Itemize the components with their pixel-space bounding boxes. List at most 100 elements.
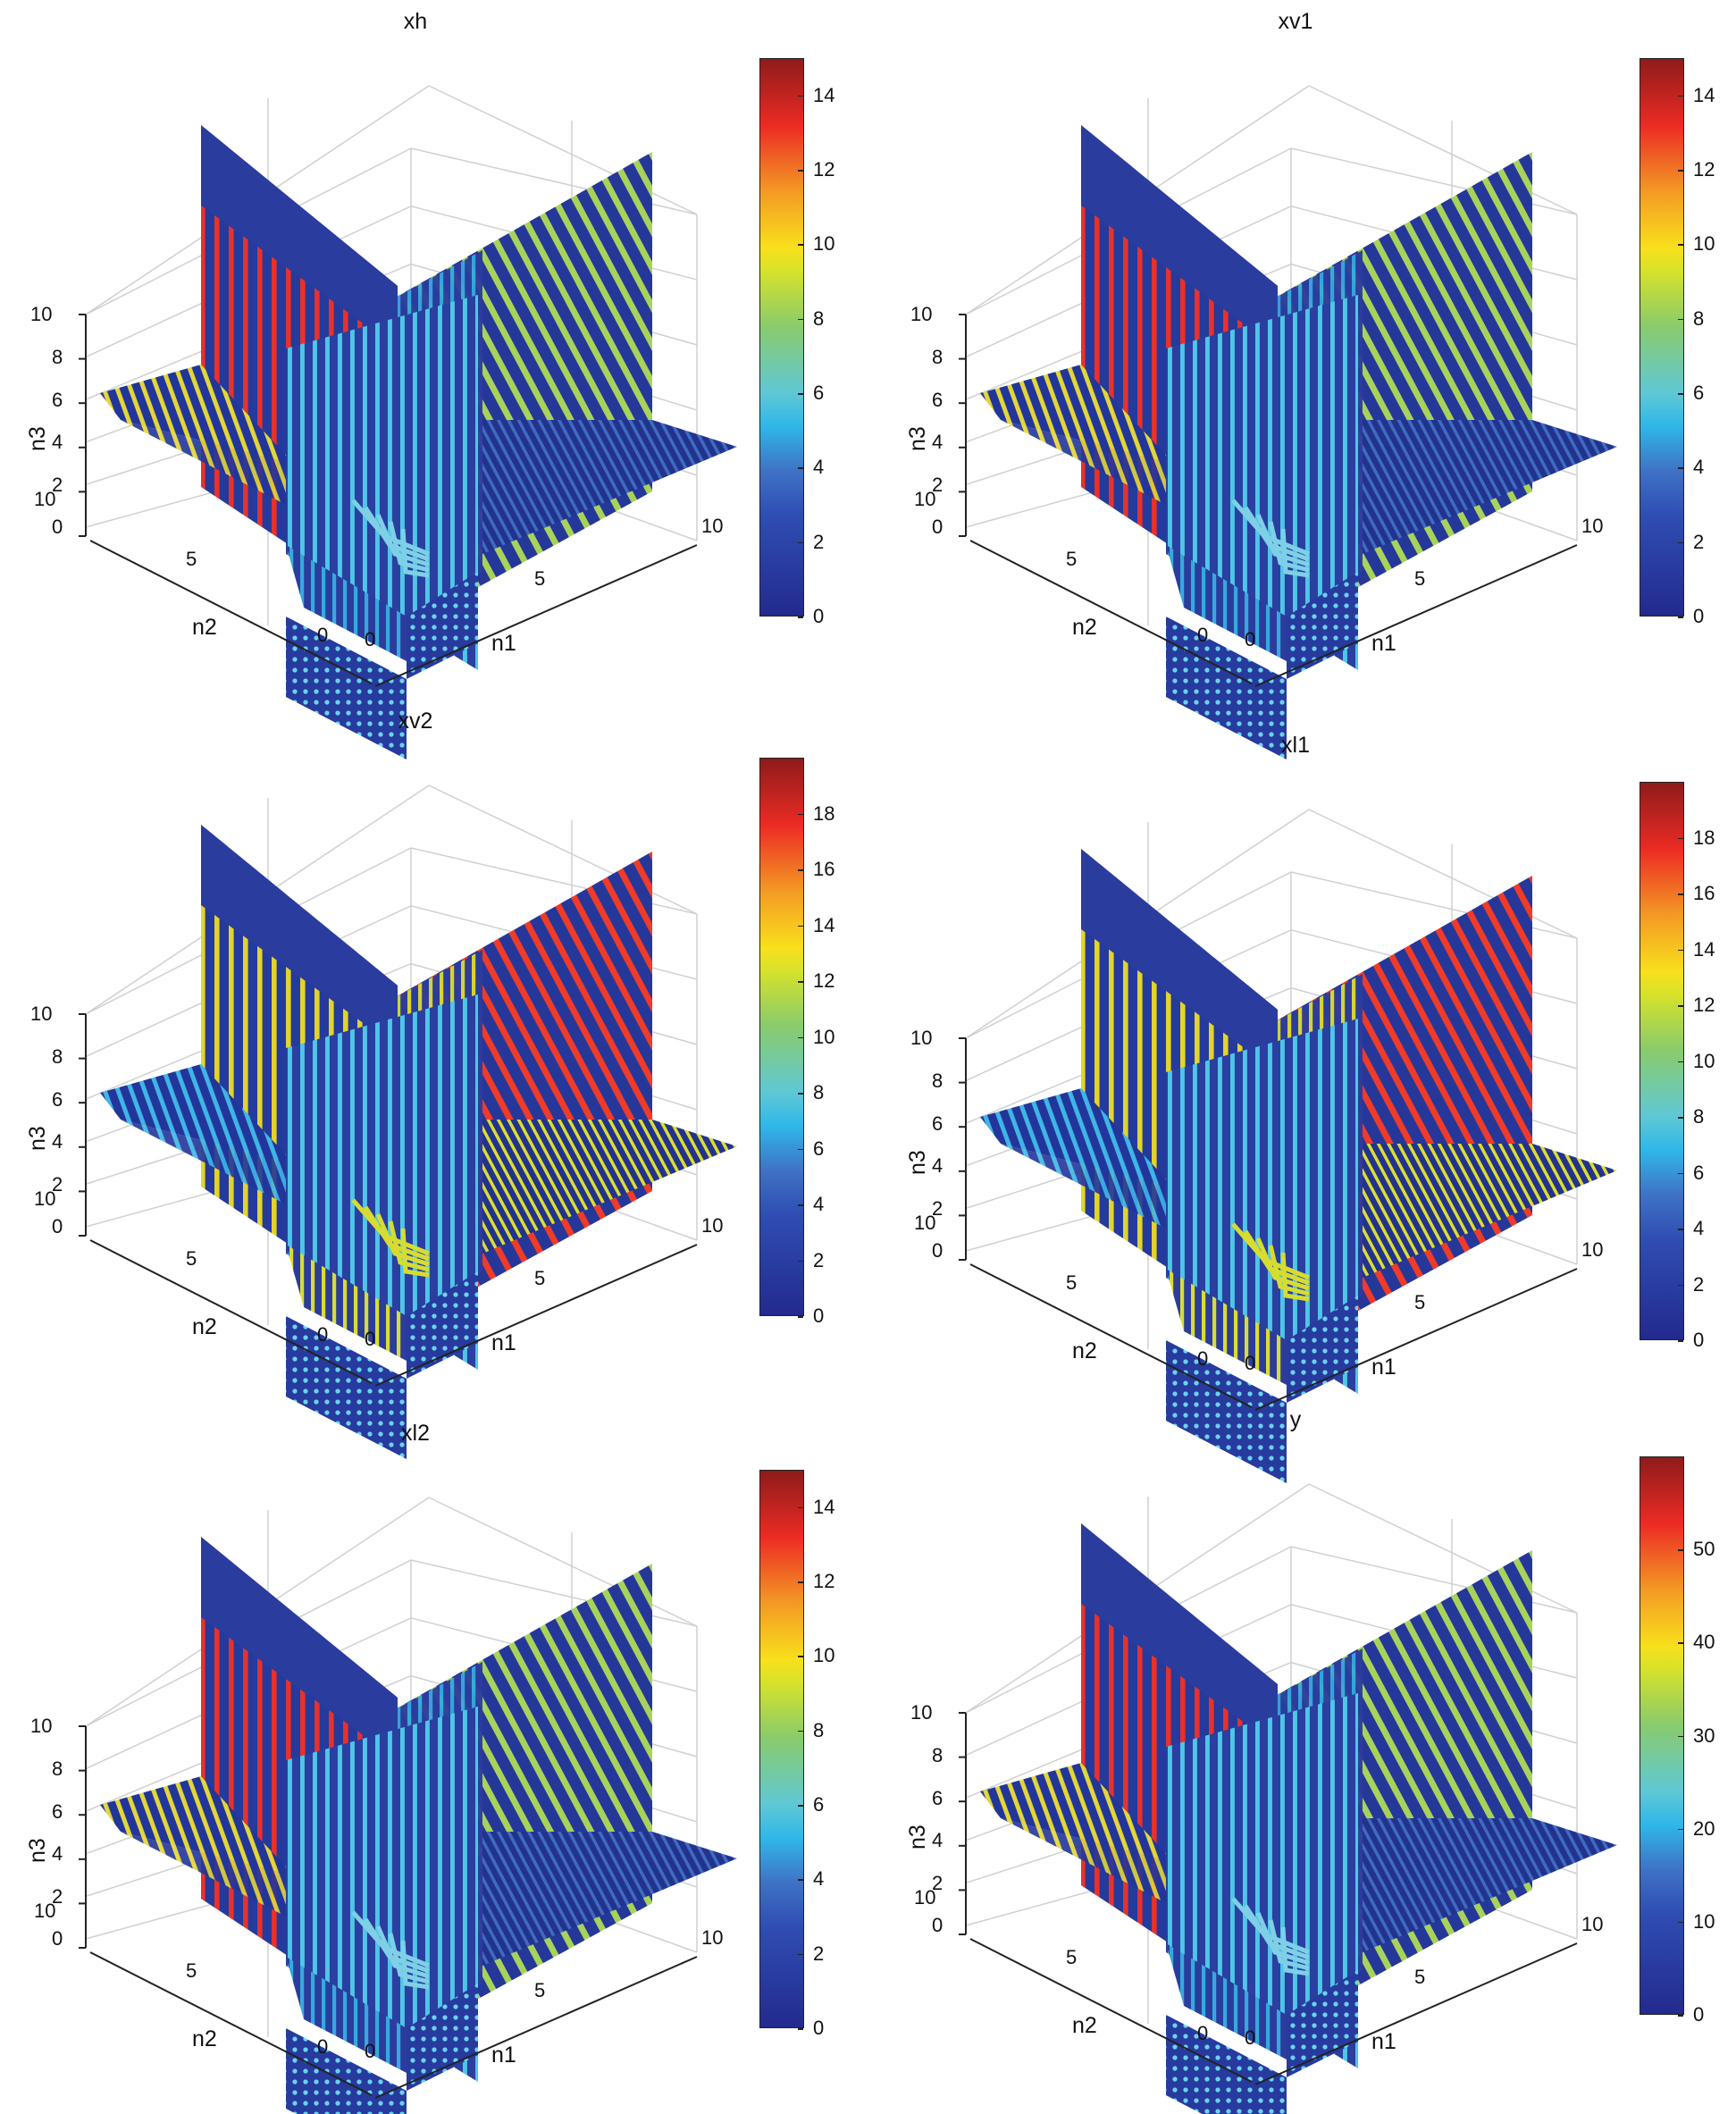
colorbar-tick-mark: [798, 244, 803, 246]
n3-tick-label: 4: [52, 1130, 63, 1153]
colorbar-tick-label: 20: [1693, 1816, 1715, 1840]
colorbar-tick-mark: [798, 393, 803, 395]
slice-n3: [100, 365, 295, 465]
n3-tick-label: 2: [52, 1885, 63, 1908]
n3-tick-label: 0: [52, 516, 63, 538]
colorbar-tick-label: 30: [1693, 1724, 1715, 1747]
colorbar-tick-mark: [798, 1148, 803, 1150]
panel-title: y: [1289, 1407, 1302, 1432]
n3-tick-label: 10: [910, 303, 933, 325]
panel-xl2: xl2 0 2 4 6 8 10 n3 0 5 10 n2 0 5 10 n1 0 2 4 6 8 10 12 14: [0, 1412, 868, 2114]
colorbar-tick-mark: [798, 981, 803, 983]
n3-tick-label: 4: [52, 1842, 63, 1865]
colorbar-tick-label: 6: [1693, 382, 1705, 404]
colorbar-tick-mark: [798, 1316, 803, 1318]
colorbar-tick-mark: [1678, 95, 1683, 97]
axes-lines: [959, 1037, 1578, 1411]
n1-axis-label: n1: [1371, 631, 1396, 656]
colorbar-tick-label: 4: [813, 456, 825, 479]
n3-axis-label: n3: [905, 1150, 930, 1175]
colorbar-tick-mark: [798, 1204, 803, 1206]
n3-axis-label: n3: [905, 426, 930, 451]
plot-area-y: [959, 1483, 1617, 2114]
colorbar-tick-mark: [1678, 1229, 1683, 1230]
n1-tick-label: 0: [365, 1328, 376, 1350]
panel-y: y 0 2 4 6 8 10 n3 0 5 10 n2 0 5 10 n1 0 10 20 30 40 50: [880, 1398, 1736, 2114]
n3-tick-label: 8: [52, 346, 63, 368]
colorbar-tick-label: 40: [1693, 1631, 1715, 1654]
colorbar-tick-label: 14: [813, 1495, 835, 1518]
n2-tick-label: 5: [1066, 1946, 1078, 1968]
colorbar-tick-label: 2: [1693, 530, 1705, 553]
n1-tick-label: 0: [1245, 628, 1256, 650]
colorbar-tick-label: 8: [1693, 306, 1705, 330]
panel-xv1: xv1 0 2 4 6 8 10 n3 0 5 10 n2 0 5 10 n1 0 2 4 6 8 10 12 14: [880, 0, 1736, 759]
colorbar-tick-mark: [798, 1656, 803, 1657]
n3-tick-label: 8: [932, 1744, 943, 1766]
n1-tick-label: 5: [534, 1267, 546, 1289]
colorbar-tick-label: 2: [813, 530, 825, 553]
colorbar-tick-label: 12: [813, 969, 835, 992]
colorbar-tick-label: 12: [813, 158, 835, 180]
colorbar-tick-label: 8: [813, 306, 825, 330]
colorbar-tick-mark: [1678, 1061, 1683, 1062]
colorbar-tick-mark: [798, 1036, 803, 1038]
n1-tick-label: 0: [1245, 2026, 1256, 2049]
n3-tick-label: 0: [932, 1914, 943, 1936]
n3-tick-label: 10: [910, 1027, 933, 1049]
colorbar-tick-label: 12: [1693, 994, 1715, 1016]
n3-tick-label: 6: [932, 1787, 943, 1809]
colorbar-tick-label: 0: [813, 1304, 825, 1327]
panel-xh: xh 0 2 4 6 8 10 n3 0 5 10 n2 0 5 10 n1 0 2 4 6 8 10 12 14: [0, 0, 868, 759]
n1-tick-label: 10: [1581, 515, 1604, 537]
colorbar: [759, 758, 804, 1316]
colorbar-tick-mark: [1678, 467, 1683, 469]
n1-axis-label: n1: [491, 2043, 516, 2068]
n2-tick-label: 5: [1066, 548, 1078, 570]
axes-lines: [79, 1013, 698, 1387]
n2-tick-label: 0: [1197, 1347, 1209, 1370]
colorbar-tick-label: 8: [813, 1718, 825, 1741]
slice-n3: [980, 1763, 1175, 1863]
plot-area-xl2: [79, 1497, 737, 2114]
n1-tick-label: 0: [1245, 1352, 1256, 1374]
colorbar-tick-mark: [798, 95, 803, 97]
n2-axis-label: n2: [1072, 615, 1097, 640]
n3-tick-label: 0: [932, 1239, 943, 1262]
n2-tick-label: 5: [1066, 1271, 1078, 1294]
slice-n3: [100, 1064, 295, 1164]
colorbar-tick-label: 8: [813, 1081, 825, 1103]
panel-title: xv1: [1278, 9, 1313, 34]
n1-tick-label: 10: [1581, 1913, 1604, 1935]
colorbar-tick-label: 6: [813, 382, 825, 404]
colorbar-tick-label: 0: [1693, 2003, 1705, 2026]
n2-tick-label: 0: [1197, 624, 1209, 646]
n2-axis-label: n2: [192, 2026, 217, 2051]
n3-tick-label: 2: [932, 1197, 943, 1220]
plot-area-xv2: [79, 784, 737, 1459]
colorbar-tick-label: 10: [813, 232, 835, 256]
colorbar-tick-mark: [798, 2028, 803, 2030]
n3-axis-label: n3: [905, 1825, 930, 1850]
colorbar-tick-mark: [798, 1953, 803, 1956]
n2-axis-label: n2: [1072, 2013, 1097, 2038]
plot-area-xv1: [959, 85, 1617, 759]
n2-tick-label: 10: [914, 488, 936, 510]
colorbar-tick-label: 12: [1693, 158, 1715, 180]
n3-tick-label: 6: [932, 389, 943, 411]
n1-tick-label: 10: [701, 1214, 724, 1237]
colorbar-tick-mark: [798, 318, 803, 321]
colorbar-tick-label: 0: [1693, 1329, 1705, 1351]
n1-tick-label: 5: [1414, 567, 1426, 590]
colorbar-tick-mark: [798, 1879, 803, 1881]
n3-tick-label: 10: [910, 1701, 933, 1724]
colorbar-tick-mark: [1678, 949, 1683, 951]
n3-tick-label: 10: [30, 1715, 53, 1737]
colorbar-tick-mark: [798, 1506, 803, 1509]
colorbar-tick-mark: [798, 869, 803, 871]
n2-tick-label: 10: [914, 1886, 936, 1908]
colorbar-tick-mark: [1678, 1117, 1683, 1119]
n3-tick-label: 4: [932, 1154, 943, 1177]
axes-lines: [79, 1725, 698, 2099]
n3-tick-label: 6: [52, 389, 63, 411]
